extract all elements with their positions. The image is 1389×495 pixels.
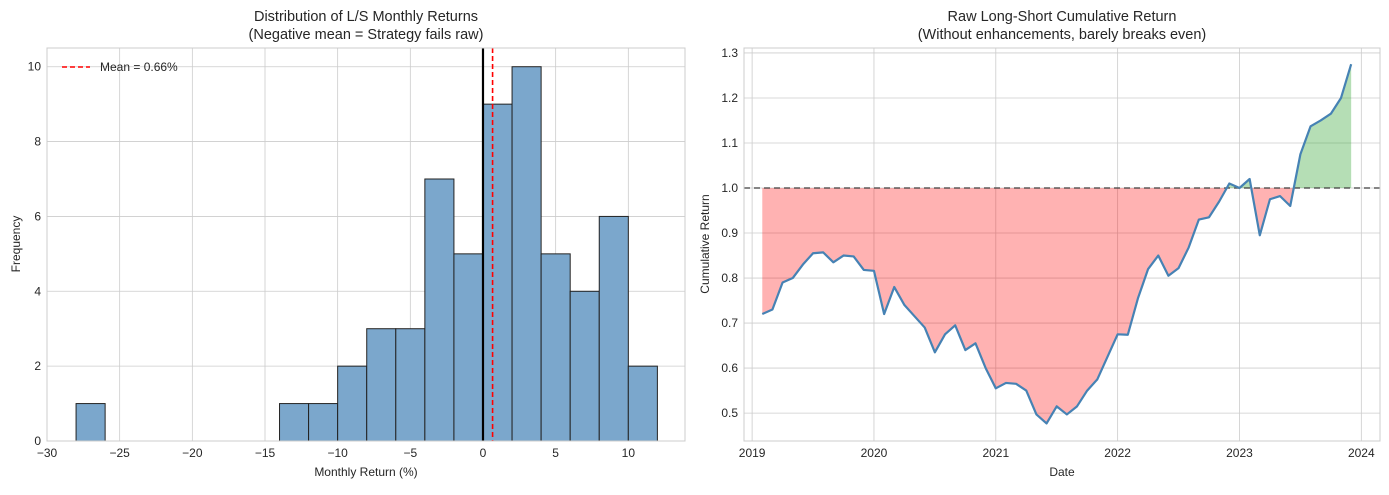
- histogram-bar: [425, 179, 454, 441]
- x-tick-label: −15: [255, 446, 276, 460]
- x-tick-label: −10: [327, 446, 348, 460]
- y-tick-label: 0.7: [721, 316, 738, 330]
- histogram-bar: [309, 404, 338, 441]
- hist-ylabel: Frequency: [9, 216, 23, 273]
- y-tick-label: 2: [34, 359, 41, 373]
- x-tick-label: 2021: [982, 446, 1009, 460]
- hist-subtitle: (Negative mean = Strategy fails raw): [249, 27, 484, 43]
- y-tick-label: 0: [34, 434, 41, 448]
- y-tick-label: 1.0: [721, 181, 738, 195]
- histogram-bar: [628, 366, 657, 441]
- cum-xlabel: Date: [1049, 465, 1075, 479]
- histogram-bar: [512, 67, 541, 441]
- y-tick-label: 1.2: [721, 91, 738, 105]
- x-tick-label: 2019: [739, 446, 766, 460]
- cum-ylabel: Cumulative Return: [698, 194, 712, 293]
- histogram-bar: [280, 404, 309, 441]
- histogram-bar: [541, 254, 570, 441]
- x-tick-label: −25: [109, 446, 130, 460]
- x-tick-label: 5: [552, 446, 559, 460]
- y-tick-label: 0.5: [721, 406, 738, 420]
- cum-title: Raw Long-Short Cumulative Return: [948, 9, 1177, 25]
- histogram-bar: [338, 366, 367, 441]
- x-tick-label: 10: [622, 446, 636, 460]
- x-tick-label: 2023: [1226, 446, 1253, 460]
- cum-subtitle: (Without enhancements, barely breaks eve…: [918, 27, 1207, 43]
- y-tick-label: 6: [34, 209, 41, 223]
- legend-mean-label: Mean = 0.66%: [100, 60, 178, 74]
- histogram-bar: [483, 104, 512, 441]
- histogram-bar: [570, 291, 599, 441]
- histogram-bar: [599, 216, 628, 441]
- hist-title: Distribution of L/S Monthly Returns: [254, 9, 478, 25]
- x-tick-label: 0: [480, 446, 487, 460]
- histogram-bar: [396, 329, 425, 441]
- y-tick-label: 0.6: [721, 361, 738, 375]
- y-tick-label: 4: [34, 284, 41, 298]
- histogram-plot: −30 −25 −20 −15 −10 −5 0 5 10 0 2 4 6 8 10: [28, 48, 685, 460]
- x-tick-label: 2020: [861, 446, 888, 460]
- y-tick-label: 0.8: [721, 271, 738, 285]
- y-tick-label: 0.9: [721, 226, 738, 240]
- histogram-bar: [76, 404, 105, 441]
- y-tick-label: 1.3: [721, 46, 738, 60]
- x-tick-label: 2024: [1348, 446, 1375, 460]
- histogram-bar: [367, 329, 396, 441]
- x-tick-label: −30: [37, 446, 58, 460]
- x-tick-label: −5: [403, 446, 417, 460]
- underwater-fill: [762, 64, 1351, 423]
- legend: Mean = 0.66%: [62, 60, 178, 74]
- y-tick-label: 1.1: [721, 136, 738, 150]
- histogram-bar: [454, 254, 483, 441]
- x-tick-label: −20: [182, 446, 203, 460]
- x-tick-label: 2022: [1104, 446, 1131, 460]
- hist-xlabel: Monthly Return (%): [314, 465, 417, 479]
- y-tick-label: 10: [28, 60, 42, 74]
- y-tick-label: 8: [34, 135, 41, 149]
- cumulative-plot: 2019 2020 2021 2022 2023 2024 0.5 0.6 0.7 0.8 0.9 1…: [721, 46, 1380, 460]
